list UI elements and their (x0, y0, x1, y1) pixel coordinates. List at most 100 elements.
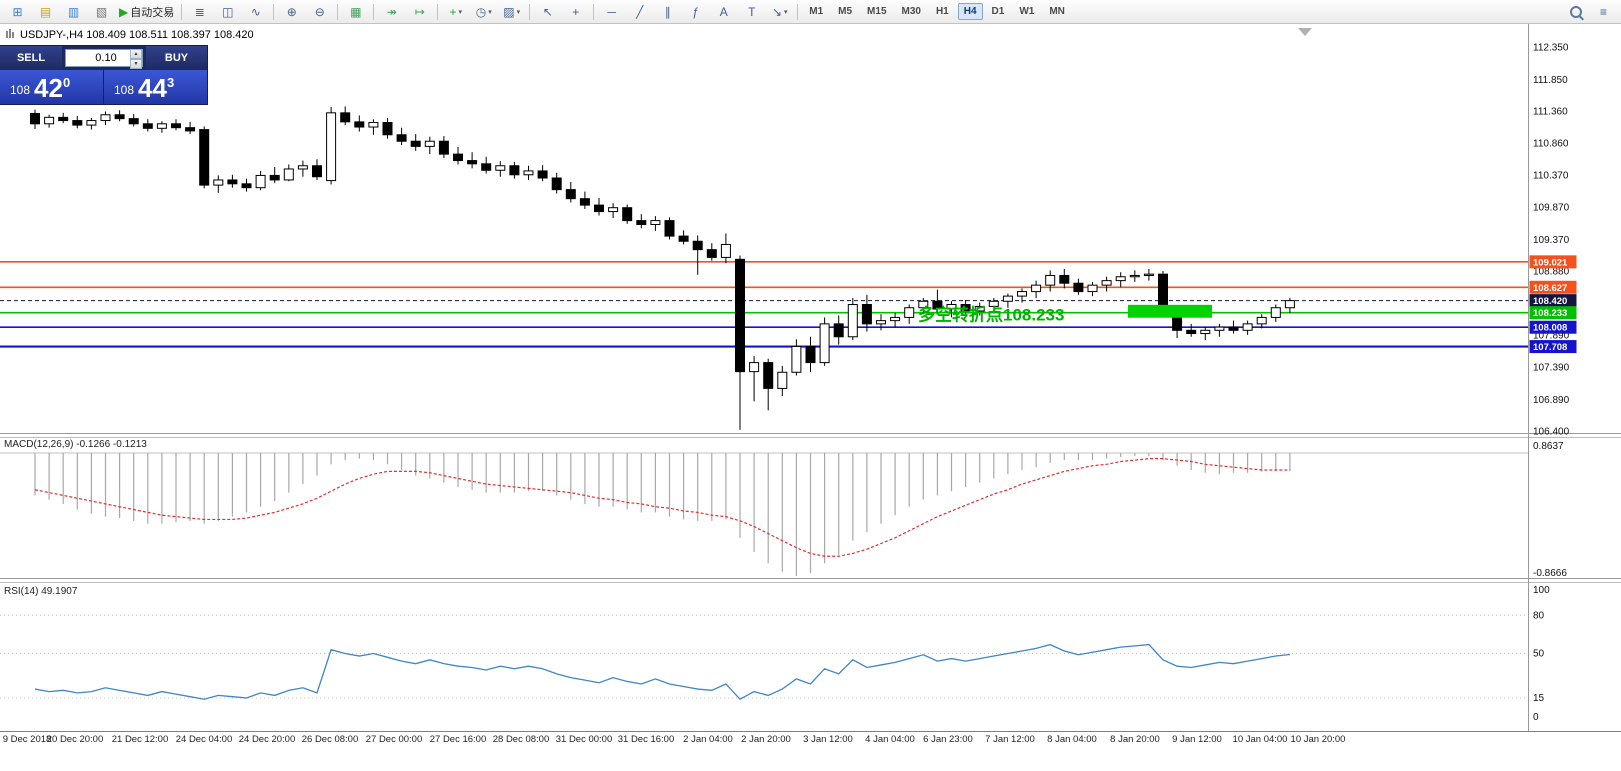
highlight-rectangle[interactable] (1128, 304, 1212, 318)
volume-increase-button[interactable]: ▲ (130, 49, 142, 59)
zoom-in-glyph: ⊕ (286, 4, 297, 19)
line-chart-glyph: ∿ (250, 4, 261, 19)
trade-panel-divider (103, 70, 104, 104)
fibonacci-button[interactable]: ƒ (682, 1, 709, 23)
chart-shift-marker[interactable] (1298, 28, 1312, 36)
price-label-badge (1529, 280, 1577, 294)
navigator-glyph: ▥ (67, 4, 80, 19)
rsi-scale-label: 50 (1533, 649, 1545, 660)
periods-button[interactable]: ◷ ▾ (470, 1, 497, 23)
crosshair-button[interactable]: + (562, 1, 589, 23)
candle-body (735, 258, 745, 373)
autotrading-button[interactable]: ▶ 自动交易 (116, 1, 177, 23)
time-axis-label: 10 Jan 20:00 (1291, 734, 1346, 745)
time-axis-label: 2 Jan 20:00 (741, 734, 791, 745)
arrows-glyph: ↘ (771, 4, 782, 19)
candle-body (509, 165, 520, 176)
candle-body (622, 207, 633, 222)
market-watch-button[interactable]: ▤ (32, 1, 59, 23)
sell-price[interactable]: 108 42 0 (0, 70, 103, 104)
candle-body (171, 123, 181, 129)
indicators-button[interactable]: + ▾ (442, 1, 469, 23)
candle-body (678, 235, 689, 242)
horizontal-lines[interactable] (0, 261, 1528, 348)
timeframe-w1-button[interactable]: W1 (1019, 6, 1035, 17)
candle-body (86, 120, 97, 126)
templates-button[interactable]: ▨ ▾ (498, 1, 525, 23)
sell-price-pips: 42 (34, 73, 63, 103)
zoom-out-glyph: ⊖ (314, 4, 325, 19)
channel-button[interactable]: ∥ (654, 1, 681, 23)
price-label-badge (1529, 294, 1577, 308)
market-watch-glyph: ▤ (39, 4, 52, 19)
horizontal-line-button[interactable]: ─ (598, 1, 625, 23)
candle-body (1087, 284, 1098, 293)
periods-glyph: ◷ (475, 4, 487, 19)
time-axis-label: 28 Dec 08:00 (493, 734, 550, 745)
auto-scroll-button[interactable]: ↠ (378, 1, 405, 23)
chevron-down-icon: ▾ (516, 8, 521, 16)
sell-button[interactable]: SELL (0, 46, 62, 70)
timeframe-mn-button[interactable]: MN (1049, 6, 1065, 17)
arrows-button[interactable]: ↘ ▾ (766, 1, 793, 23)
candle-body (297, 165, 308, 170)
candle-body (692, 240, 703, 251)
cursor-button[interactable]: ↖ (534, 1, 561, 23)
line-chart-button[interactable]: ∿ (242, 1, 269, 23)
candle-body (72, 120, 83, 126)
timeframe-m1-button[interactable]: M1 (809, 6, 824, 17)
timeframe-d1-button[interactable]: D1 (991, 6, 1005, 17)
candle-body (805, 345, 816, 364)
chart-canvas[interactable]: 多空转折点108.233 USDJPY-,H4 108.409 108.511 1… (0, 24, 1621, 771)
candle-body (749, 362, 760, 373)
chevron-down-icon: ▾ (488, 8, 492, 16)
candle-body (142, 123, 153, 129)
macd-panel: MACD(12,26,9) -0.1266 -0.1213 0.8637 -0.86… (0, 439, 1567, 579)
trendline-button[interactable]: ╱ (626, 1, 653, 23)
tile-windows-button[interactable]: ▦ (342, 1, 369, 23)
terminal-button[interactable]: ▧ (88, 1, 115, 23)
time-axis-label: 31 Dec 16:00 (618, 734, 675, 745)
buy-button[interactable]: BUY (146, 46, 207, 70)
time-axis-label: 2 Jan 04:00 (683, 734, 733, 745)
candle-body (904, 307, 915, 318)
chart-shift-glyph: ↦ (414, 4, 425, 19)
macd-signal-line (34, 458, 1290, 557)
candle-body (1115, 276, 1126, 282)
time-axis-label: 27 Dec 00:00 (366, 734, 423, 745)
timeframe-m30-button[interactable]: M30 (901, 6, 921, 17)
volume-input[interactable] (65, 49, 143, 67)
text-button[interactable]: A (710, 1, 737, 23)
label-button[interactable]: T (738, 1, 765, 23)
indicators-glyph: + (449, 4, 457, 19)
autotrading-glyph: ▶ (119, 4, 129, 19)
rsi-scale-label: 15 (1533, 693, 1545, 704)
time-axis-label: 27 Dec 16:00 (430, 734, 487, 745)
buy-price[interactable]: 108 44 3 (104, 70, 207, 104)
channel-glyph: ∥ (664, 4, 671, 19)
timeframe-m15-button[interactable]: M15 (867, 6, 887, 17)
search-icon[interactable] (1562, 1, 1589, 23)
timeframe-h4-button[interactable]: H4 (957, 3, 983, 20)
price-axis-label: 110.370 (1533, 170, 1569, 181)
menu-icon[interactable]: ≡ (1590, 1, 1617, 23)
chart-annotation-text[interactable]: 多空转折点108.233 (918, 305, 1064, 325)
candlestick-chart-button[interactable]: ◫ (214, 1, 241, 23)
navigator-button[interactable]: ▥ (60, 1, 87, 23)
timeframe-m5-button[interactable]: M5 (838, 6, 853, 17)
candle-body (481, 163, 492, 171)
timeframe-h1-button[interactable]: H1 (935, 6, 949, 17)
candle-body (128, 118, 139, 125)
bars-chart-button[interactable]: ≣ (186, 1, 213, 23)
chart-shift-button[interactable]: ↦ (406, 1, 433, 23)
price-label-badge-text: 109.021 (1533, 257, 1568, 268)
zoom-in-button[interactable]: ⊕ (278, 1, 305, 23)
candle-body (819, 323, 830, 364)
new-order-button[interactable]: ⊞ (4, 1, 31, 23)
time-axis-label: 4 Jan 04:00 (865, 734, 915, 745)
candle-body (537, 170, 548, 179)
zoom-out-button[interactable]: ⊖ (306, 1, 333, 23)
candle-body (988, 300, 999, 307)
volume-decrease-button[interactable]: ▼ (130, 59, 142, 69)
